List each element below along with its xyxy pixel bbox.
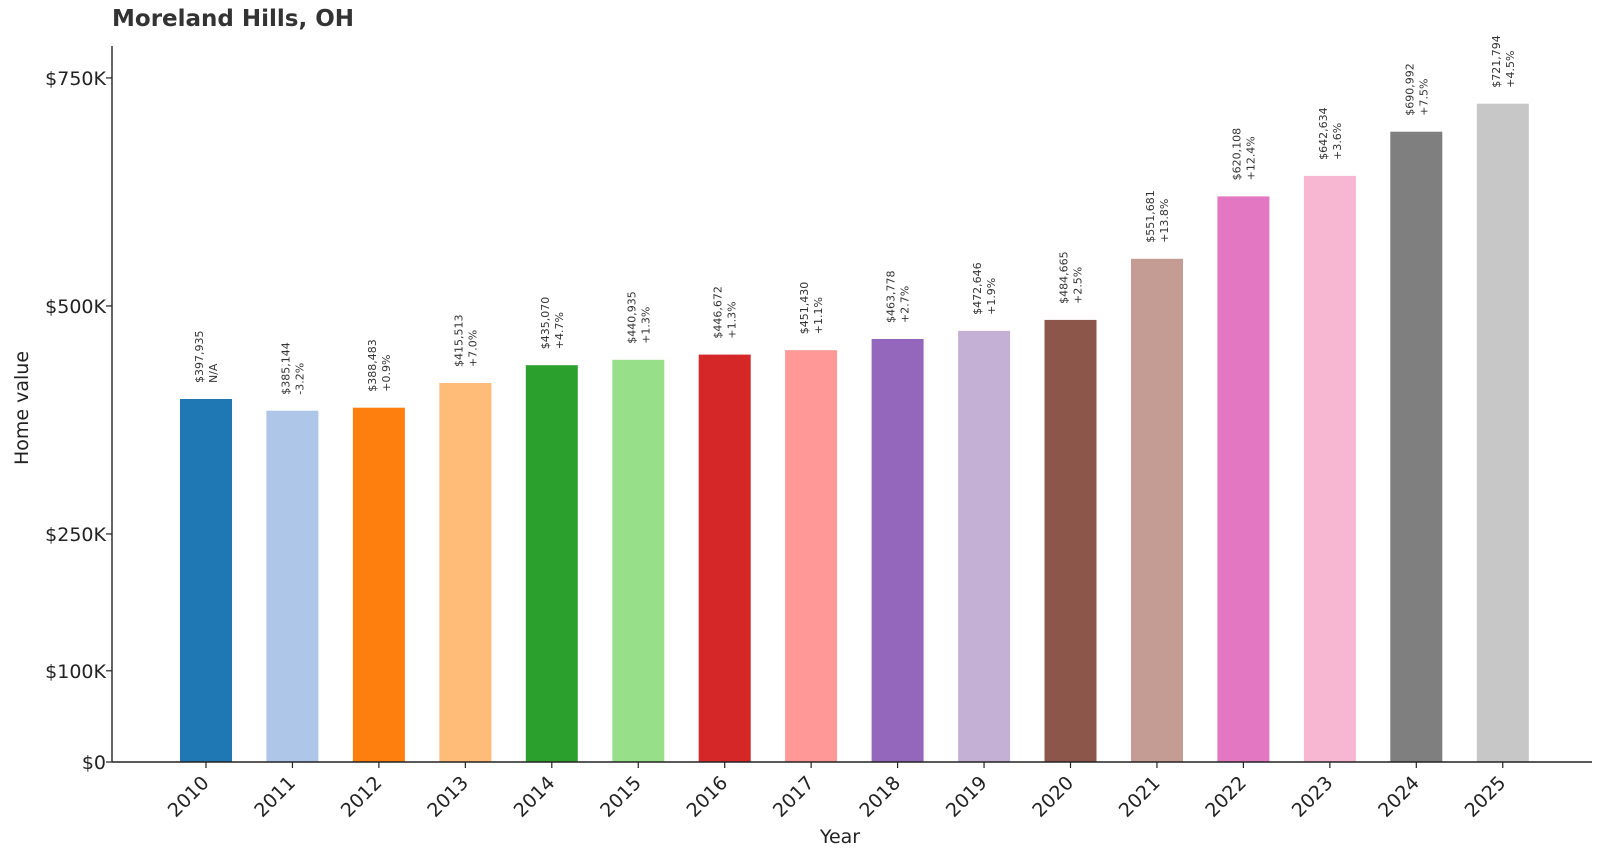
bar-2014	[525, 365, 578, 762]
value-label-2019: $472,646	[971, 262, 984, 315]
x-tick-label-2012: 2012	[337, 772, 387, 822]
bar-2018	[871, 339, 924, 762]
x-tick-label-2010: 2010	[164, 772, 214, 822]
value-label-2021: $551,681	[1144, 190, 1157, 243]
x-tick-label-2015: 2015	[596, 772, 646, 822]
bar-2021	[1131, 258, 1183, 762]
change-label-2018: +2.7%	[899, 286, 912, 323]
change-label-2013: +7.0%	[466, 330, 479, 367]
x-axis-title: Year	[819, 826, 860, 848]
x-tick-label-2019: 2019	[942, 772, 992, 822]
bar-2013	[439, 383, 492, 762]
bar-2010	[180, 399, 232, 762]
x-tick-label-2023: 2023	[1288, 772, 1338, 822]
change-label-2011: -3.2%	[293, 363, 306, 395]
value-label-2020: $484,665	[1058, 251, 1071, 304]
bar-2012	[352, 407, 405, 762]
change-label-2016: +1.3%	[726, 301, 739, 338]
x-tick-label-2018: 2018	[855, 772, 905, 822]
value-label-2014: $435,070	[539, 297, 552, 350]
bar-2016	[698, 354, 751, 762]
x-tick-label-2016: 2016	[682, 772, 732, 822]
x-tick-label-2022: 2022	[1201, 772, 1251, 822]
change-label-2017: +1.1%	[812, 297, 825, 334]
value-label-2022: $620,108	[1230, 128, 1243, 181]
value-label-2017: $451,430	[798, 282, 811, 335]
y-axis-title: Home value	[11, 351, 33, 465]
y-tick-label: $500K	[45, 296, 106, 318]
change-label-2021: +13.8%	[1158, 199, 1171, 243]
y-tick-label: $0	[82, 752, 106, 774]
bars-layer	[180, 103, 1529, 762]
bar-2017	[785, 350, 838, 762]
value-label-2023: $642,634	[1317, 107, 1330, 160]
value-label-2015: $440,935	[625, 291, 638, 344]
change-label-2012: +0.9%	[380, 355, 393, 392]
bar-2011	[266, 410, 319, 762]
y-tick-label: $100K	[45, 661, 106, 683]
x-tick-label-2014: 2014	[510, 772, 560, 822]
bar-2025	[1476, 103, 1529, 762]
x-tick-label-2021: 2021	[1115, 772, 1165, 822]
value-label-2024: $690,992	[1403, 63, 1416, 116]
change-label-2024: +7.5%	[1417, 79, 1430, 116]
value-label-2011: $385,144	[279, 342, 292, 395]
bar-2022	[1217, 196, 1270, 762]
x-tick-label-2025: 2025	[1461, 772, 1511, 822]
bar-2015	[612, 359, 665, 762]
change-label-2019: +1.9%	[985, 278, 998, 315]
value-label-2010: $397,935	[193, 331, 206, 384]
x-tick-label-2024: 2024	[1374, 772, 1424, 822]
value-label-2012: $388,483	[366, 339, 379, 392]
change-label-2025: +4.5%	[1504, 51, 1517, 88]
change-label-2014: +4.7%	[553, 312, 566, 349]
bar-2024	[1390, 131, 1443, 762]
x-tick-label-2011: 2011	[250, 772, 300, 822]
y-tick-label: $750K	[45, 68, 106, 90]
change-label-2020: +2.5%	[1072, 267, 1085, 304]
change-label-2015: +1.3%	[639, 307, 652, 344]
value-label-2025: $721,794	[1490, 35, 1503, 88]
value-label-2013: $415,513	[452, 315, 465, 368]
data-labels-layer: $397,935 N/A $385,144 -3.2% $388,483 +0.9% $41…	[193, 35, 1517, 395]
change-label-2010: N/A	[207, 363, 220, 383]
value-label-2018: $463,778	[885, 271, 898, 324]
value-label-2016: $446,672	[712, 286, 725, 339]
bar-2019	[958, 330, 1011, 762]
x-tick-label-2017: 2017	[769, 772, 819, 822]
change-label-2022: +12.4%	[1244, 136, 1257, 180]
change-label-2023: +3.6%	[1331, 123, 1344, 160]
bar-2023	[1303, 175, 1356, 762]
x-tick-label-2020: 2020	[1028, 772, 1078, 822]
x-tick-label-2013: 2013	[423, 772, 473, 822]
y-tick-label: $250K	[45, 524, 106, 546]
chart-title: Moreland Hills, OH	[112, 6, 355, 32]
bar-2020	[1044, 319, 1097, 762]
